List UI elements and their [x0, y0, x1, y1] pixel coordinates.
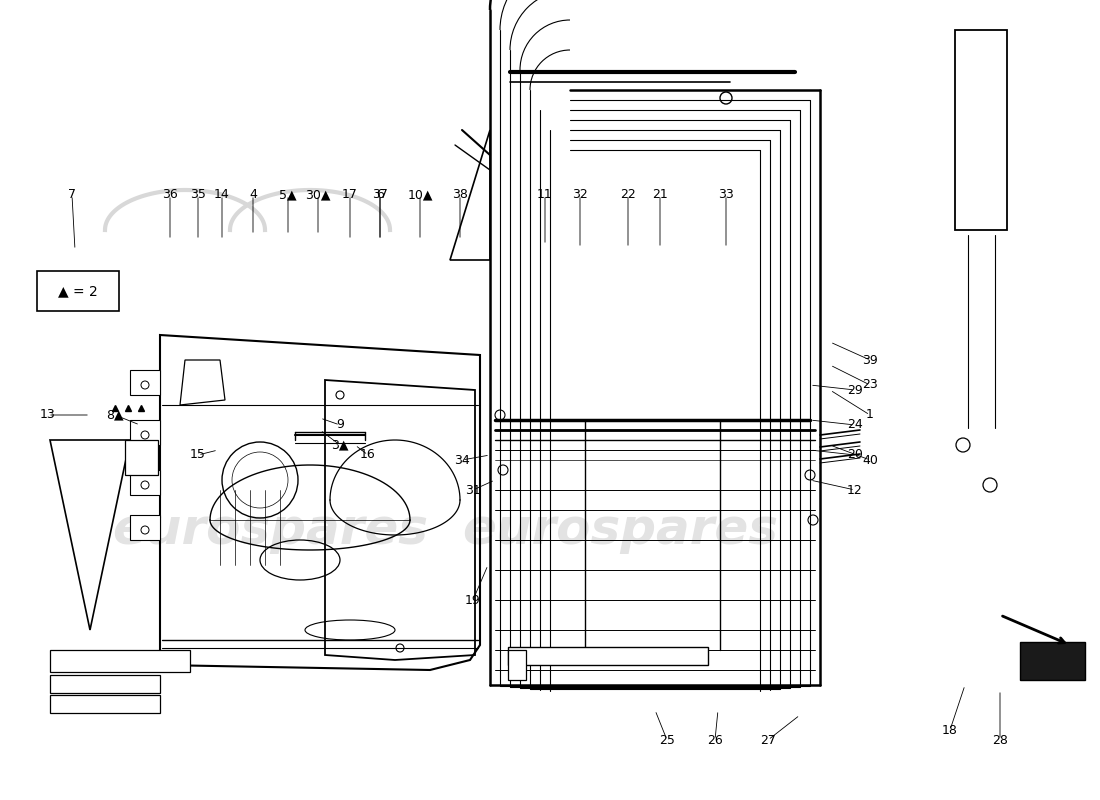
Text: 33: 33 — [718, 189, 734, 202]
Bar — [50, 650, 190, 672]
Bar — [130, 515, 159, 540]
Text: 3▲: 3▲ — [331, 438, 349, 451]
Text: 5▲: 5▲ — [279, 189, 297, 202]
Text: eurospares: eurospares — [112, 506, 428, 554]
Text: eurospares: eurospares — [462, 506, 778, 554]
Bar — [50, 695, 160, 713]
Text: 32: 32 — [572, 189, 587, 202]
Text: 30▲: 30▲ — [306, 189, 331, 202]
Text: 17: 17 — [342, 189, 358, 202]
Bar — [50, 675, 160, 693]
Polygon shape — [125, 440, 158, 475]
Text: 35: 35 — [190, 189, 206, 202]
Text: 40: 40 — [862, 454, 878, 466]
Text: 16: 16 — [360, 449, 376, 462]
Text: 21: 21 — [652, 189, 668, 202]
Text: 4: 4 — [249, 189, 257, 202]
Bar — [1020, 642, 1085, 680]
Text: 18: 18 — [942, 723, 958, 737]
Text: 34: 34 — [454, 454, 470, 466]
Text: 24: 24 — [847, 418, 862, 431]
Polygon shape — [180, 360, 226, 405]
Text: 38: 38 — [452, 189, 468, 202]
Polygon shape — [50, 440, 130, 630]
Text: 8▲: 8▲ — [107, 409, 124, 422]
Text: 22: 22 — [620, 189, 636, 202]
Text: 6: 6 — [376, 189, 384, 202]
Text: 15: 15 — [190, 449, 206, 462]
Bar — [508, 647, 708, 665]
Text: 13: 13 — [40, 409, 56, 422]
Text: 9: 9 — [337, 418, 344, 431]
Text: 12: 12 — [847, 483, 862, 497]
Text: 1: 1 — [866, 409, 873, 422]
Text: 28: 28 — [992, 734, 1008, 746]
Text: 10▲: 10▲ — [407, 189, 432, 202]
Bar — [508, 650, 526, 680]
Text: 39: 39 — [862, 354, 878, 366]
Bar — [130, 420, 159, 445]
Text: ▲ = 2: ▲ = 2 — [58, 284, 98, 298]
Text: 19: 19 — [465, 594, 481, 606]
Bar — [130, 470, 159, 495]
Text: 14: 14 — [214, 189, 230, 202]
FancyBboxPatch shape — [37, 271, 119, 311]
Text: 11: 11 — [537, 189, 553, 202]
Text: 26: 26 — [707, 734, 723, 746]
Text: 23: 23 — [862, 378, 878, 391]
Text: 27: 27 — [760, 734, 775, 746]
Text: 25: 25 — [659, 734, 675, 746]
Text: 29: 29 — [847, 383, 862, 397]
Text: 36: 36 — [162, 189, 178, 202]
Bar — [955, 30, 1006, 230]
Bar — [130, 370, 159, 395]
Text: 31: 31 — [465, 483, 481, 497]
Text: 37: 37 — [372, 189, 388, 202]
Text: 7: 7 — [68, 189, 76, 202]
Text: 20: 20 — [847, 449, 862, 462]
